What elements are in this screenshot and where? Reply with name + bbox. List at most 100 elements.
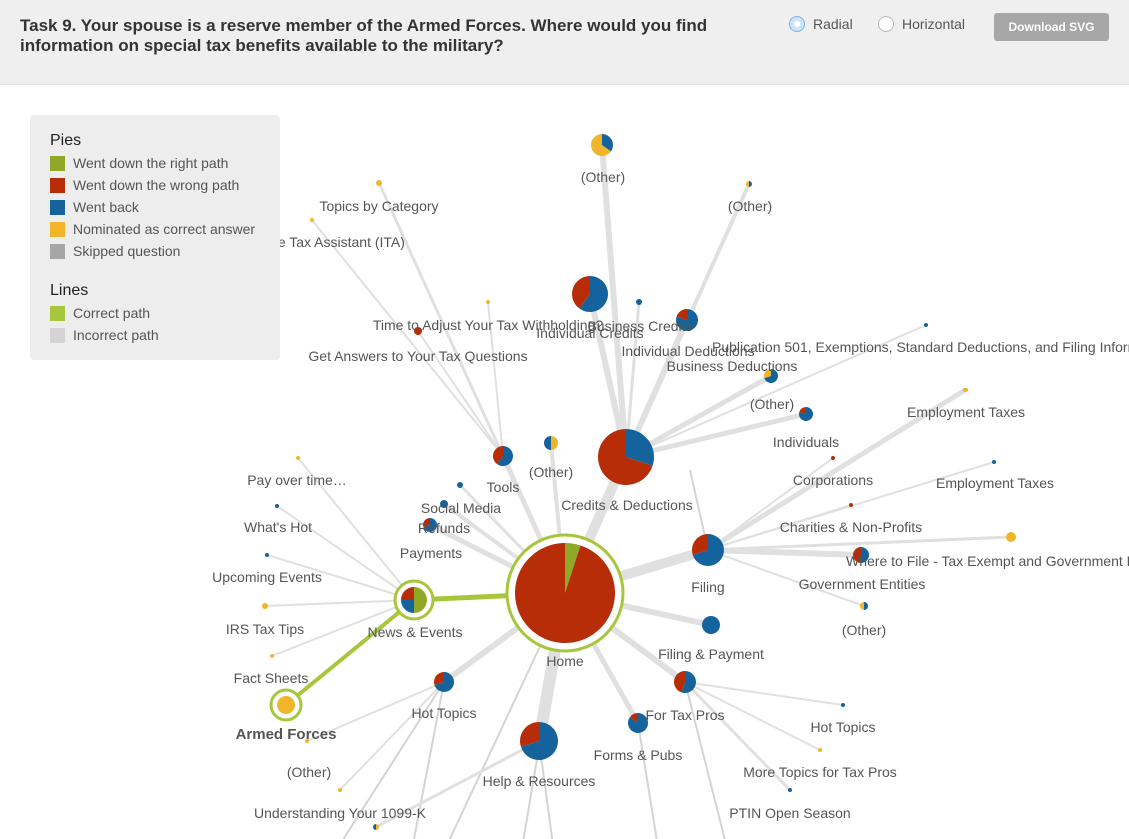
- pie-slice: [401, 587, 414, 600]
- radial-radio[interactable]: Radial: [789, 16, 853, 32]
- node-pie[interactable]: [423, 518, 438, 533]
- node-label-hottopics: Hot Topics: [411, 705, 476, 721]
- node-pie[interactable]: [992, 460, 996, 464]
- node-pie[interactable]: [505, 533, 625, 653]
- node-pie[interactable]: [414, 327, 422, 335]
- node-pie[interactable]: [519, 722, 558, 760]
- task-header: Task 9. Your spouse is a reserve member …: [0, 0, 1129, 85]
- node-pie[interactable]: [296, 456, 300, 460]
- node-label-withholding: Time to Adjust Your Tax Withholding?: [373, 317, 604, 333]
- node-pie[interactable]: [849, 503, 853, 507]
- download-svg-button[interactable]: Download SVG: [994, 13, 1109, 41]
- node-label-getanswers: Get Answers to Your Tax Questions: [308, 348, 527, 364]
- node-pie[interactable]: [676, 309, 698, 331]
- node-pie[interactable]: [853, 547, 869, 563]
- legend-label: Nominated as correct answer: [73, 221, 256, 237]
- legend-swatch: [50, 177, 65, 193]
- node-pie[interactable]: [628, 713, 648, 733]
- pie-slice: [338, 788, 342, 792]
- node-pie[interactable]: [262, 603, 268, 609]
- pie-slice: [818, 748, 822, 752]
- node-label-individuals: Individuals: [773, 434, 839, 450]
- legend-item: Nominated as correct answer: [50, 221, 255, 237]
- legend-label: Skipped question: [73, 243, 181, 259]
- pie-slice: [579, 276, 609, 312]
- incorrect-path-line: [707, 504, 852, 551]
- edge-line: [684, 681, 726, 839]
- node-pie[interactable]: [269, 688, 303, 722]
- node-pie[interactable]: [457, 482, 463, 488]
- node-label-help: Help & Resources: [483, 773, 596, 789]
- label-group: Home News & Events Armed Forces Credits & D…: [212, 169, 1129, 821]
- node-pie[interactable]: [486, 300, 490, 304]
- node-label-hottopics2: Hot Topics: [810, 719, 875, 735]
- node-label-filingpay: Filing & Payment: [658, 646, 764, 662]
- node-pie[interactable]: [310, 218, 314, 222]
- node-pie[interactable]: [275, 504, 279, 508]
- node-pie[interactable]: [702, 616, 720, 634]
- node-label-news: News & Events: [368, 624, 463, 640]
- node-label-topicscat: Topics by Category: [319, 198, 438, 214]
- node-pie[interactable]: [818, 748, 822, 752]
- node-pie[interactable]: [831, 456, 835, 460]
- pie-slice: [414, 587, 427, 613]
- node-pie[interactable]: [924, 323, 928, 327]
- pie-slice: [492, 446, 503, 465]
- node-pie[interactable]: [860, 602, 868, 610]
- node-label-social: Social Media: [421, 500, 501, 516]
- node-pie[interactable]: [572, 276, 609, 312]
- pie-slice: [676, 309, 687, 320]
- node-pie[interactable]: [376, 180, 382, 186]
- node-pie[interactable]: [544, 436, 558, 450]
- legend-label: Incorrect path: [73, 327, 159, 343]
- incorrect-path-line: [306, 681, 445, 742]
- node-pie[interactable]: [434, 672, 455, 692]
- node-pie[interactable]: [440, 500, 448, 508]
- node-pie[interactable]: [799, 407, 813, 422]
- node-pie[interactable]: [305, 739, 309, 743]
- node-pie[interactable]: [1006, 532, 1016, 542]
- node-pie[interactable]: [270, 654, 274, 658]
- pie-slice: [636, 299, 642, 305]
- node-label-whatshot: What's Hot: [244, 519, 312, 535]
- incorrect-path-line: [706, 387, 967, 553]
- node-pie[interactable]: [636, 299, 642, 305]
- legend-item: Went down the right path: [50, 155, 228, 171]
- node-pie[interactable]: [591, 134, 613, 156]
- pie-slice: [440, 500, 448, 508]
- node-label-govent: Government Entities: [799, 576, 926, 592]
- pie-slice: [692, 534, 724, 566]
- pie-slice: [519, 722, 539, 747]
- node-pie[interactable]: [692, 534, 724, 566]
- horizontal-radio[interactable]: Horizontal: [878, 16, 965, 32]
- node-label-armed: Armed Forces: [236, 726, 337, 743]
- node-pie[interactable]: [841, 703, 845, 707]
- incorrect-path-line: [684, 681, 821, 751]
- node-pie[interactable]: [598, 429, 654, 485]
- node-pie[interactable]: [788, 788, 792, 792]
- incorrect-path-line: [707, 457, 834, 551]
- node-pie[interactable]: [746, 181, 752, 187]
- node-pie[interactable]: [393, 579, 435, 621]
- legend-label: Went back: [73, 199, 139, 215]
- pie-slice: [964, 388, 968, 392]
- legend-label: Went down the right path: [73, 155, 229, 171]
- node-pie[interactable]: [492, 446, 513, 466]
- correct-path-line: [284, 598, 416, 707]
- pie-slice: [992, 460, 996, 464]
- node-pie[interactable]: [763, 369, 778, 383]
- node-pie[interactable]: [674, 671, 697, 693]
- node-pie[interactable]: [338, 788, 342, 792]
- pie-slice: [497, 446, 513, 466]
- pie-slice: [296, 456, 300, 460]
- node-label-payments: Payments: [400, 545, 462, 561]
- node-pie[interactable]: [373, 824, 379, 830]
- radial-label: Radial: [813, 16, 853, 32]
- pie-slice: [423, 518, 430, 528]
- node-pie[interactable]: [964, 388, 968, 392]
- node-label-indded: Individual Deductions: [621, 343, 754, 359]
- incorrect-path-line: [377, 182, 505, 457]
- node-pie[interactable]: [265, 553, 269, 557]
- pie-slice: [692, 534, 708, 555]
- pie-slice: [572, 276, 590, 309]
